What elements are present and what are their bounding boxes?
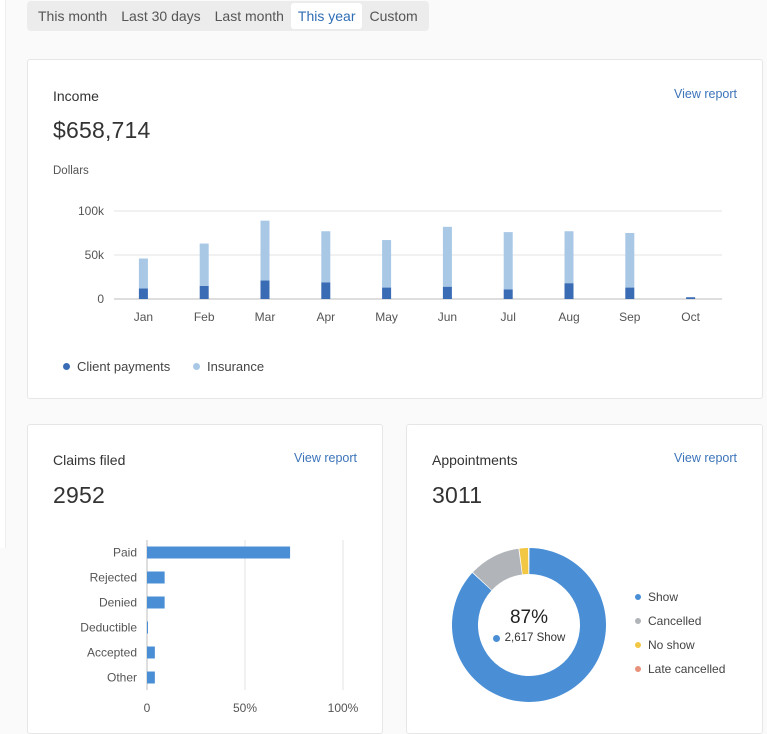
- slice-cancelled: [472, 548, 523, 591]
- no-show-swatch: [635, 642, 641, 648]
- bar-insurance: [199, 243, 209, 286]
- date-range-filter: This month Last 30 days Last month This …: [27, 1, 429, 31]
- bar-client-payments: [321, 282, 331, 299]
- x-tick-label: 0: [144, 701, 151, 715]
- y-tick-label: 100k: [78, 204, 105, 218]
- y-category-label: Deductible: [80, 621, 137, 635]
- show-center-swatch: [492, 634, 500, 642]
- bar-insurance: [564, 231, 574, 284]
- late-cancelled-swatch: [635, 666, 641, 672]
- appointments-donut-chart: [452, 548, 606, 702]
- filter-custom[interactable]: Custom: [369, 8, 418, 24]
- income-legend-client-payments: Client payments: [63, 359, 170, 374]
- bar-other: [147, 671, 155, 684]
- x-tick-label: Aug: [558, 310, 579, 324]
- bar-rejected: [147, 571, 165, 584]
- x-tick-label: Jul: [501, 310, 516, 324]
- legend-label: Client payments: [77, 359, 171, 374]
- donut-center-label-text: 2,617 Show: [504, 632, 566, 644]
- legend-label: Show: [648, 590, 679, 604]
- legend-no-show: No show: [635, 633, 725, 657]
- bar-insurance: [260, 220, 270, 281]
- legend-show: Show: [635, 585, 725, 609]
- claims-title: Claims filed: [53, 452, 126, 468]
- y-category-label: Accepted: [87, 646, 137, 660]
- y-category-label: Paid: [113, 546, 137, 560]
- filter-last-month[interactable]: Last month: [214, 8, 284, 24]
- filter-this-year[interactable]: This year: [290, 3, 363, 29]
- x-tick-label: Apr: [316, 310, 335, 324]
- x-tick-label: Oct: [681, 310, 700, 324]
- legend-label: Insurance: [207, 359, 265, 374]
- claims-bar-chart: 0 50% 100% Paid Rejected Denied Deductible Acce…: [80, 540, 359, 715]
- bar-client-payments: [199, 285, 209, 299]
- y-category-label: Rejected: [90, 571, 137, 585]
- x-tick-label: Mar: [255, 310, 276, 324]
- bar-insurance: [382, 240, 392, 288]
- income-bar-chart: 0 50k 100k Jan Feb Mar Apr May Jun Jul Aug Sep Oct: [78, 204, 722, 324]
- bar-client-payments: [564, 283, 574, 299]
- y-tick-label: 50k: [85, 248, 105, 262]
- show-swatch: [635, 594, 641, 600]
- x-tick-label: May: [375, 310, 398, 324]
- income-view-report-link[interactable]: View report: [674, 87, 737, 101]
- claims-view-report-link[interactable]: View report: [294, 451, 357, 465]
- bar-client-payments: [382, 287, 392, 299]
- appointments-card: Appointments View report 3011 87% 2,617 …: [406, 424, 763, 734]
- bar-insurance: [138, 258, 148, 289]
- bar-client-payments: [686, 297, 696, 299]
- bar-client-payments: [138, 288, 148, 299]
- client-payments-swatch: [63, 363, 70, 370]
- x-tick-label: Jan: [134, 310, 153, 324]
- x-tick-label: 100%: [328, 701, 359, 715]
- cancelled-swatch: [635, 618, 641, 624]
- y-category-label: Denied: [99, 596, 137, 610]
- filter-last-30-days[interactable]: Last 30 days: [121, 8, 201, 24]
- bar-accepted: [147, 646, 155, 659]
- y-tick-label: 0: [97, 292, 104, 306]
- x-tick-label: 50%: [233, 701, 257, 715]
- filter-this-month[interactable]: This month: [38, 8, 108, 24]
- appointments-legend: Show Cancelled No show Late cancelled: [635, 585, 725, 681]
- appointments-title: Appointments: [432, 452, 518, 468]
- left-sidebar-edge: [0, 0, 6, 548]
- legend-label: No show: [648, 638, 695, 652]
- x-tick-label: Feb: [194, 310, 215, 324]
- income-legend-insurance: Insurance: [193, 359, 264, 374]
- appointments-total: 3011: [432, 482, 483, 508]
- claims-total: 2952: [53, 482, 105, 508]
- claims-card: Claims filed View report 2952 0 50% 100% Pa…: [27, 424, 383, 734]
- bar-insurance: [503, 232, 513, 290]
- bar-client-payments: [503, 289, 513, 299]
- legend-cancelled: Cancelled: [635, 609, 725, 633]
- bar-client-payments: [625, 287, 635, 299]
- income-total: $658,714: [53, 117, 151, 143]
- income-units-label: Dollars: [53, 165, 89, 177]
- donut-center-percent: 87%: [509, 607, 549, 628]
- bar-insurance: [625, 233, 635, 288]
- donut-center-label: 2,617 Show: [479, 632, 579, 644]
- appointments-view-report-link[interactable]: View report: [674, 451, 737, 465]
- x-tick-label: Jun: [438, 310, 457, 324]
- y-category-label: Other: [107, 671, 137, 685]
- slice-no-show: [519, 548, 529, 575]
- bar-deductible: [147, 621, 148, 634]
- income-card: Income View report $658,714 Dollars 0 50k…: [27, 59, 763, 399]
- bar-paid: [147, 546, 291, 559]
- x-tick-label: Sep: [619, 310, 641, 324]
- bar-insurance: [442, 226, 452, 287]
- income-title: Income: [53, 88, 99, 104]
- slice-show: [452, 548, 606, 702]
- legend-label: Late cancelled: [648, 662, 726, 676]
- legend-late-cancelled: Late cancelled: [635, 657, 725, 681]
- insurance-swatch: [193, 363, 200, 370]
- bar-client-payments: [260, 280, 270, 299]
- bar-client-payments: [442, 286, 452, 299]
- legend-label: Cancelled: [648, 614, 702, 628]
- bar-denied: [147, 596, 165, 609]
- bar-insurance: [321, 231, 331, 283]
